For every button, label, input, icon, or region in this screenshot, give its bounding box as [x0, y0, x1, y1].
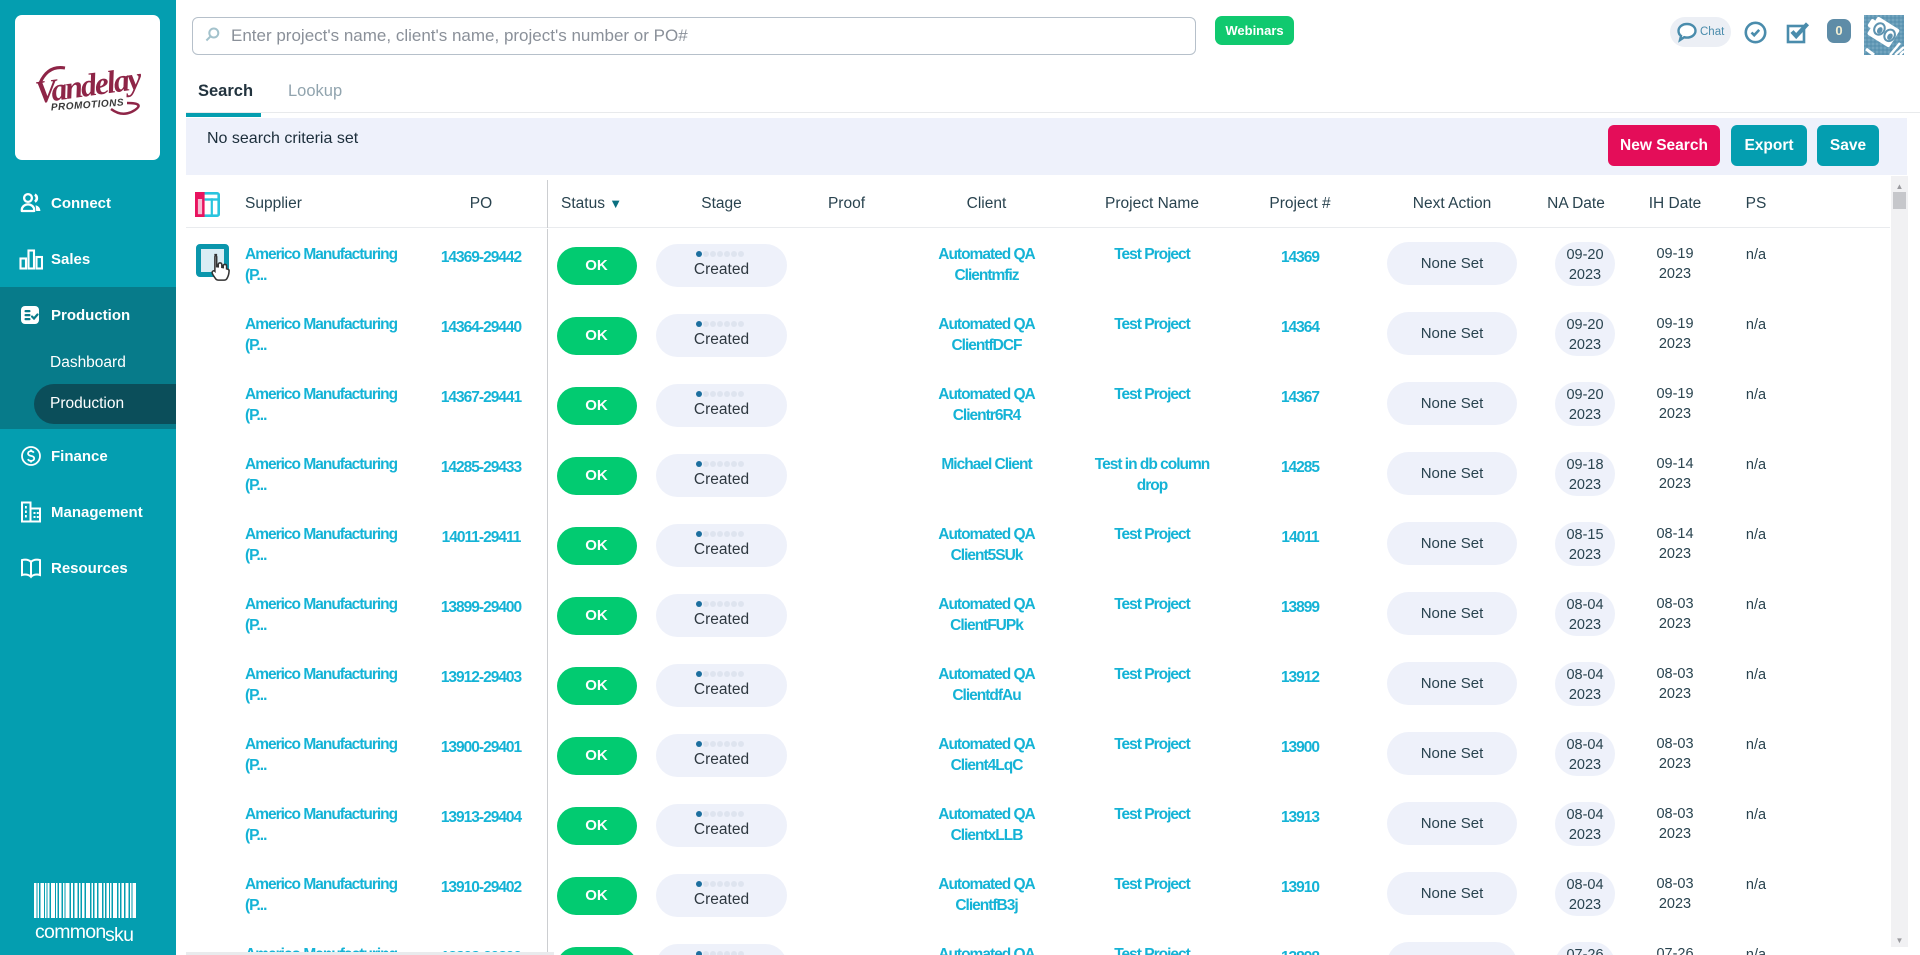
- svg-text:common: common: [35, 921, 106, 942]
- svg-text:sku: sku: [105, 924, 133, 942]
